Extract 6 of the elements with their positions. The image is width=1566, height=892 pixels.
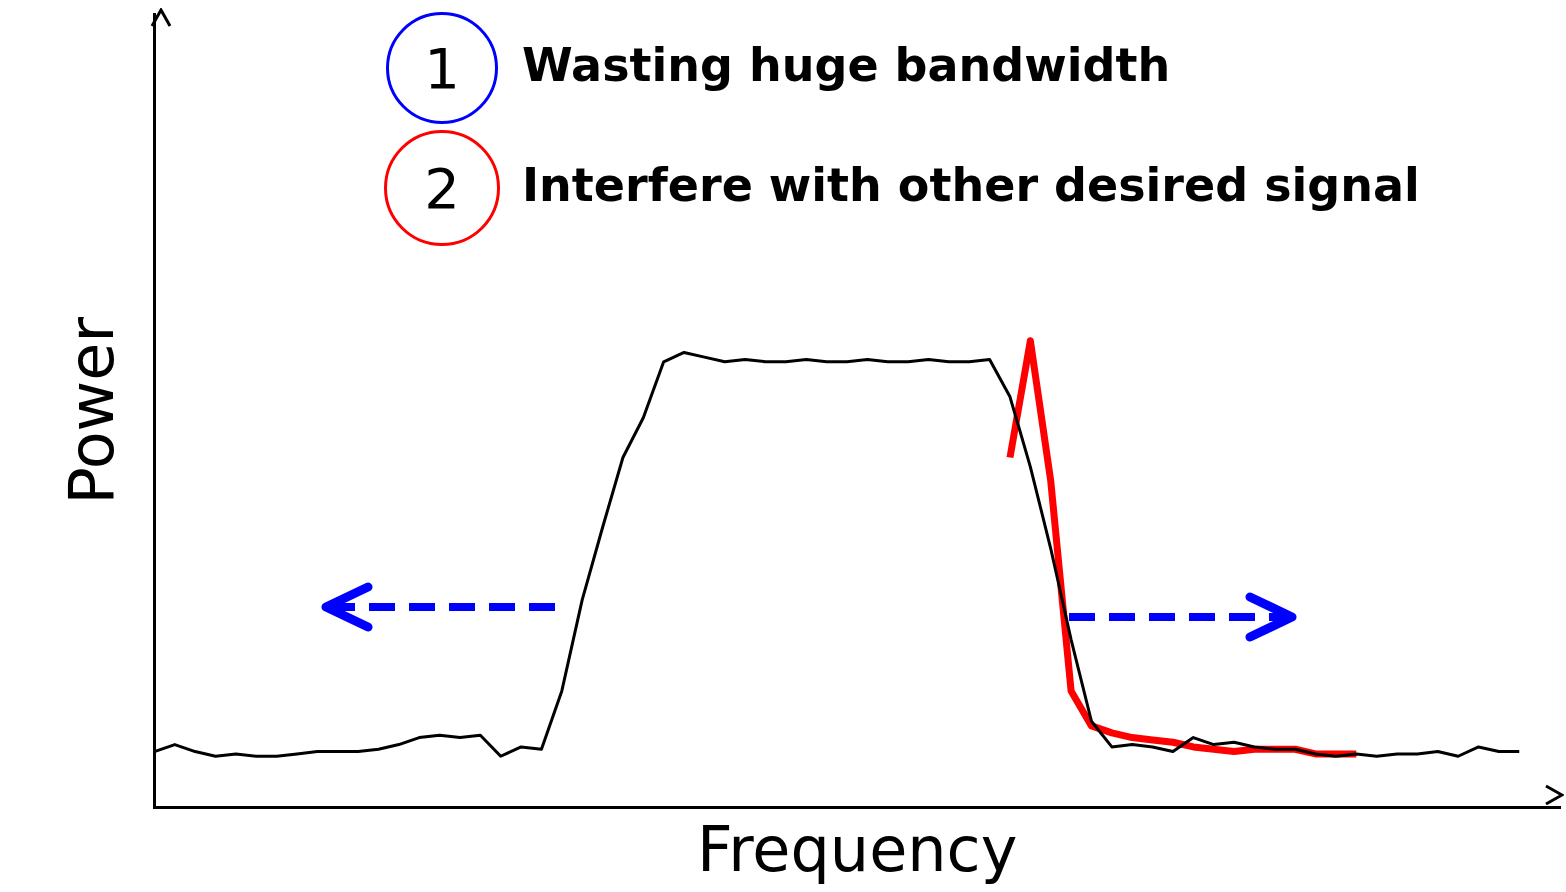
circle-icon: 2 xyxy=(384,130,500,246)
x-axis-title: Frequency xyxy=(697,812,1018,886)
text: Interfere with other desired signal xyxy=(522,158,1420,212)
y-axis-title: Power xyxy=(55,316,129,505)
circle-icon: 1 xyxy=(386,12,498,124)
text: Wasting huge bandwidth xyxy=(522,38,1171,92)
